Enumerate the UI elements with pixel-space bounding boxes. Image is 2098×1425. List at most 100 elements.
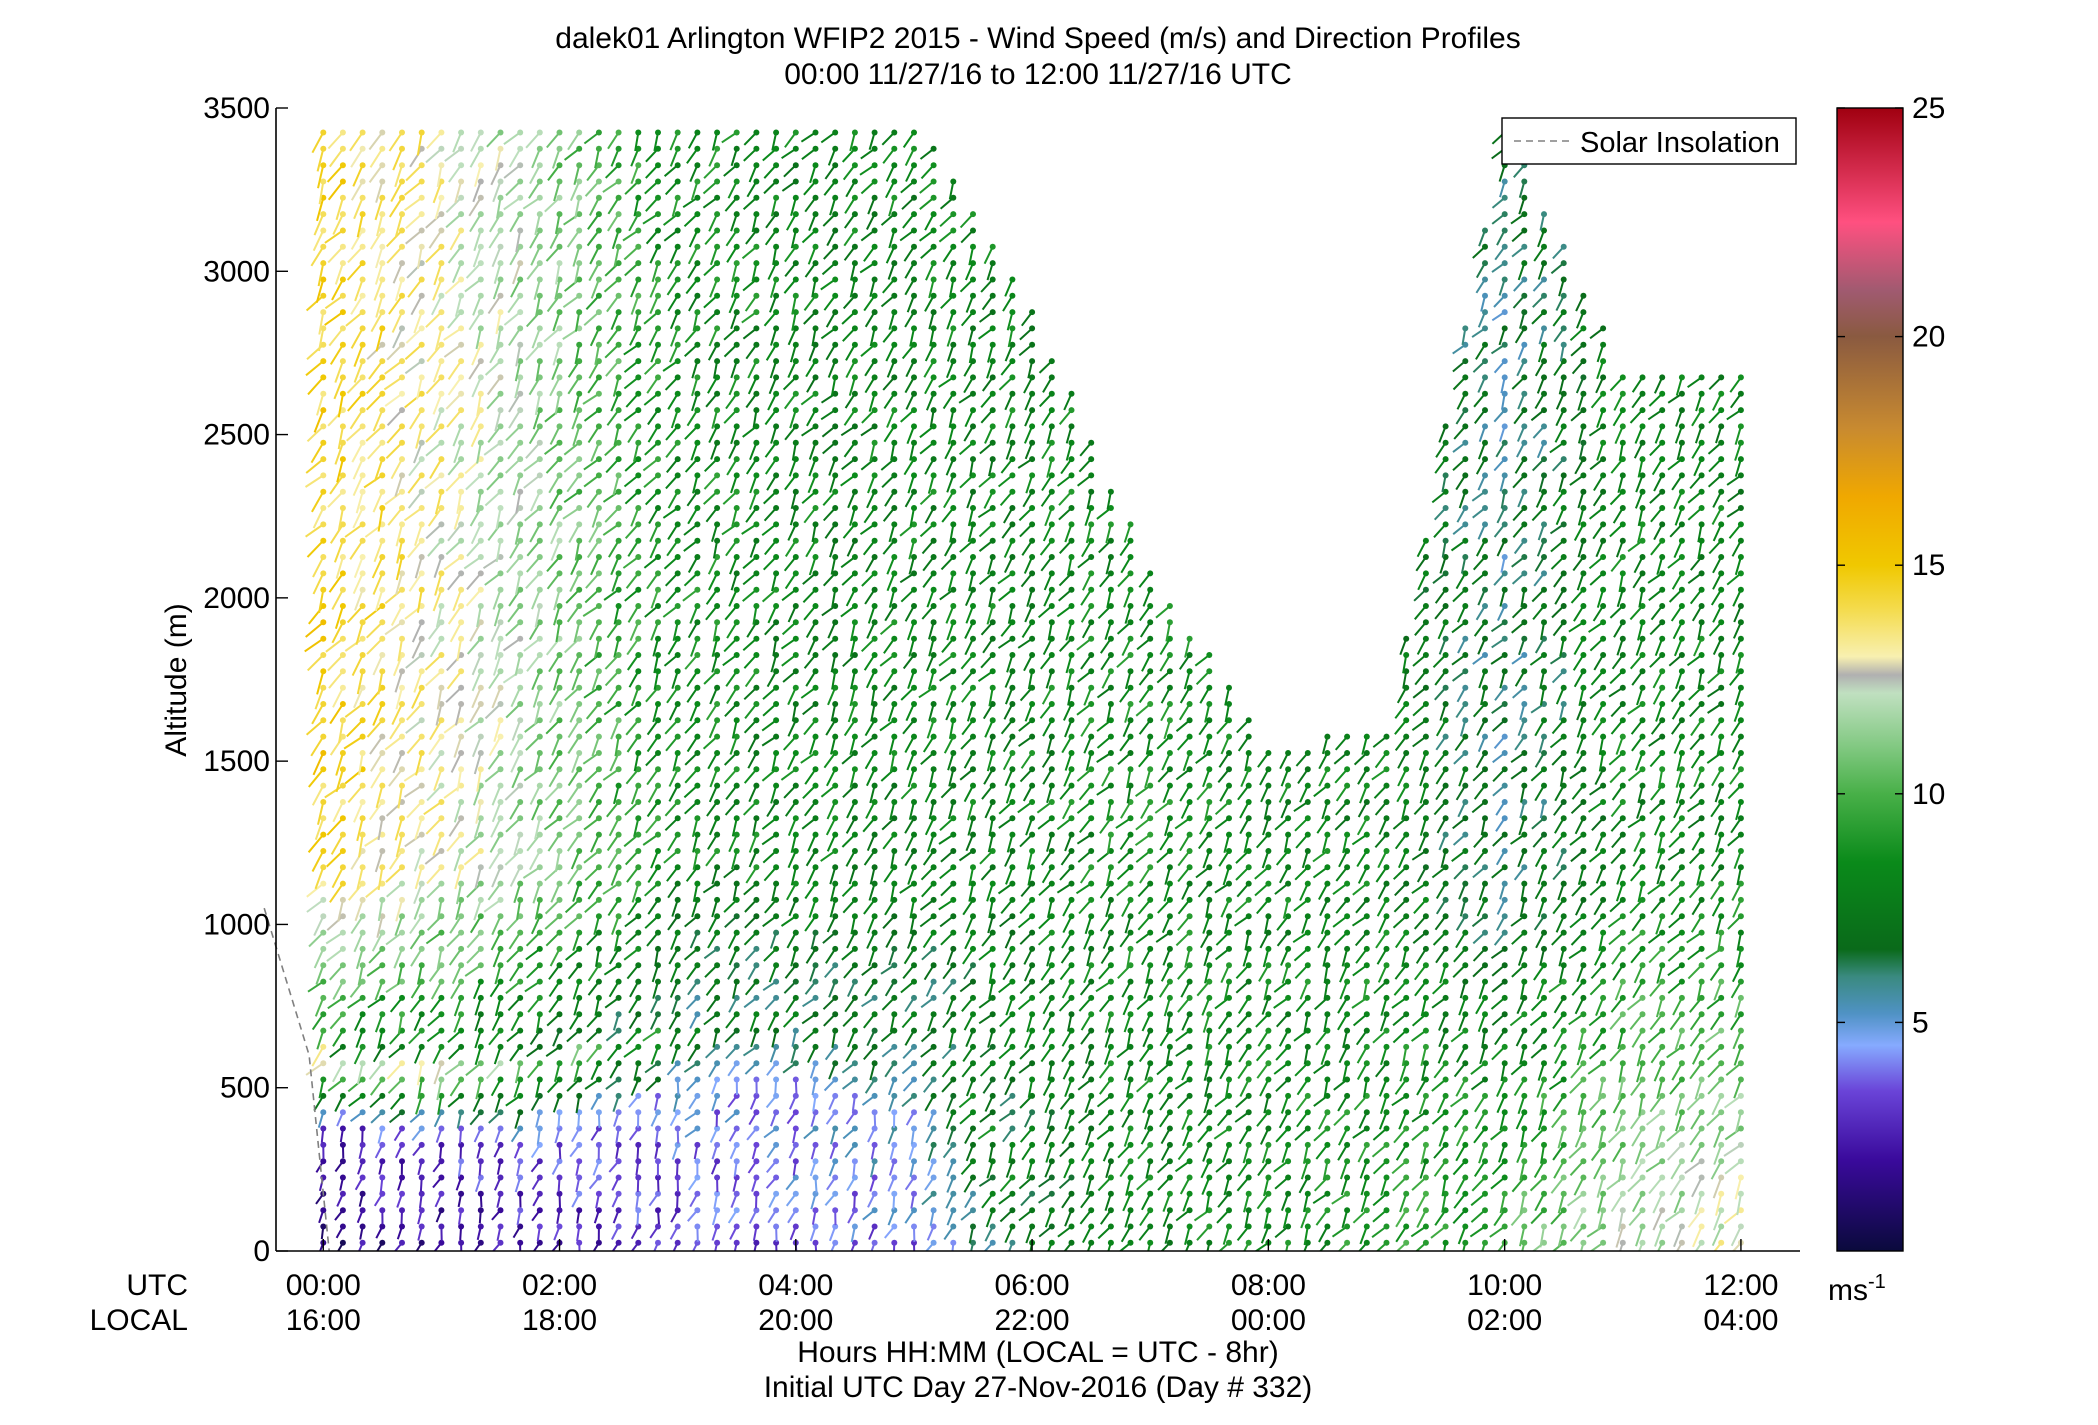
wind-barb-dot (379, 864, 386, 871)
wind-barb (564, 686, 580, 702)
wind-barb-dot (379, 1125, 386, 1132)
wind-barb-dot (950, 815, 957, 822)
wind-barb (629, 327, 640, 346)
wind-barb (850, 671, 856, 690)
wind-barb-dot (399, 1076, 405, 1083)
wind-barb (623, 833, 639, 848)
wind-barb (334, 442, 344, 465)
wind-barb-dot (753, 537, 760, 544)
wind-barb (805, 540, 817, 558)
wind-barb-dot (320, 635, 327, 642)
wind-barb (324, 311, 344, 326)
wind-barb (413, 899, 423, 920)
wind-barb-dot (339, 668, 346, 675)
wind-barb (370, 752, 384, 772)
wind-barb-dot (576, 929, 583, 936)
wind-barb-dot (418, 1076, 425, 1083)
wind-barb-dot (694, 1027, 701, 1034)
wind-barb-dot (812, 276, 819, 283)
wind-barb-dot (812, 260, 819, 267)
wind-barb (513, 1079, 522, 1098)
wind-barb-dot (635, 456, 642, 463)
wind-barb-dot (753, 1223, 760, 1230)
wind-barb-dot (635, 472, 642, 479)
wind-barb-dot (950, 896, 957, 903)
wind-barb-dot (320, 211, 327, 218)
wind-barb (436, 948, 443, 970)
wind-barb-dot (615, 1027, 622, 1034)
wind-barb (465, 262, 482, 279)
wind-barb (690, 638, 699, 657)
wind-barb-dot (989, 554, 996, 560)
wind-barb (731, 262, 738, 283)
wind-barb-dot (714, 570, 721, 577)
wind-barb-dot (930, 211, 937, 218)
wind-barb-dot (339, 227, 346, 234)
wind-barb (451, 964, 462, 985)
wind-barb (443, 556, 462, 571)
wind-barb-dot (517, 423, 524, 430)
wind-barb-dot (930, 1076, 937, 1083)
wind-barb (711, 654, 719, 673)
wind-barb-dot (694, 815, 701, 822)
wind-barb-dot (970, 374, 976, 381)
wind-barb (584, 588, 600, 604)
wind-barb-dot (497, 439, 504, 446)
wind-barb (528, 180, 541, 199)
wind-barb (649, 540, 659, 559)
wind-barb-dot (595, 325, 602, 332)
wind-barb (465, 474, 482, 491)
wind-barb-dot (576, 701, 583, 707)
wind-barb-dot (418, 619, 425, 626)
wind-barb-dot (379, 1141, 386, 1148)
wind-barb-dot (714, 945, 721, 952)
wind-barb-dot (556, 684, 563, 691)
wind-barb-dot (773, 472, 780, 479)
wind-barb-dot (359, 684, 366, 691)
wind-barb (565, 588, 580, 604)
wind-barb (705, 589, 718, 605)
wind-barb (390, 181, 403, 202)
wind-barb-dot (911, 750, 917, 756)
wind-barb-dot (359, 162, 366, 169)
wind-barb-dot (339, 309, 346, 316)
wind-barb (563, 490, 580, 504)
wind-barb (802, 784, 817, 800)
wind-barb (429, 719, 443, 741)
wind-barb-dot (556, 243, 563, 250)
wind-barb-dot (399, 1158, 405, 1165)
wind-barb-dot (399, 929, 405, 936)
wind-barb-dot (615, 652, 622, 658)
wind-barb-dot (655, 145, 661, 152)
wind-barb-dot (458, 537, 465, 544)
wind-barb-dot (635, 717, 642, 724)
wind-barb (346, 719, 364, 738)
wind-barb (444, 1062, 462, 1076)
wind-barb-dot (930, 831, 937, 838)
wind-barb-dot (832, 1141, 839, 1148)
wind-barb (522, 196, 541, 210)
wind-barb-dot (714, 635, 721, 642)
wind-barb-dot (517, 1174, 524, 1181)
wind-barb-dot (950, 668, 957, 675)
wind-barb (428, 229, 443, 249)
wind-barb-dot (714, 456, 721, 463)
wind-barb-dot (477, 994, 484, 1001)
wind-barb-dot (615, 1011, 622, 1018)
wind-barb (491, 785, 502, 806)
wind-barb-dot (556, 766, 563, 773)
wind-barb-dot (812, 537, 819, 544)
wind-barb-dot (773, 848, 780, 854)
wind-barb-dot (438, 358, 445, 365)
wind-barb-dot (832, 913, 839, 920)
wind-barb (311, 785, 325, 806)
wind-barb (414, 524, 423, 547)
wind-barb-dot (458, 162, 465, 169)
wind-barb-dot (477, 1207, 484, 1214)
wind-barb-dot (556, 913, 563, 920)
wind-barb (316, 197, 325, 222)
wind-barb-dot (536, 423, 543, 430)
wind-barb-dot (497, 1174, 504, 1181)
wind-barb-dot (832, 945, 839, 952)
wind-barb (337, 507, 344, 531)
